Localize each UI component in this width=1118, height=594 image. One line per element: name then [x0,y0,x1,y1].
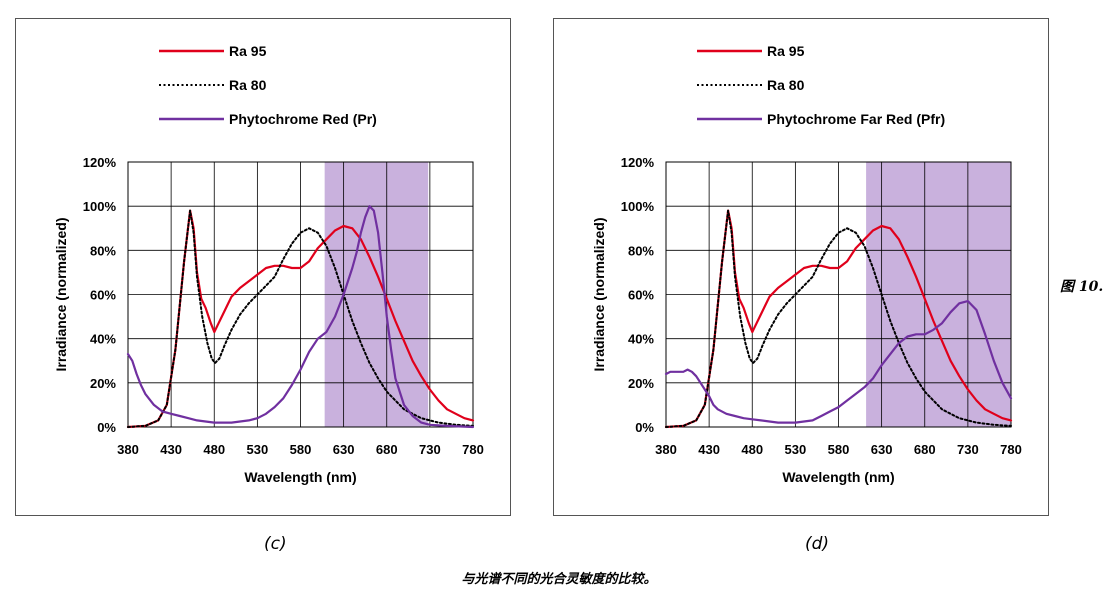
y-tick-label: 0% [635,420,654,435]
plot-frame [665,161,1012,428]
panel-label-c: (c) [264,534,287,554]
y-axis-label: Irradiance (normalized) [591,217,607,371]
series-line-2 [665,209,1012,428]
y-tick-label: 20% [628,376,654,391]
y-axis-label: Irradiance (normalized) [53,217,69,371]
x-tick-label: 380 [655,442,677,457]
panel-label-d: (d) [805,534,830,554]
y-tick-label: 60% [90,288,116,303]
x-tick-label: 780 [462,442,484,457]
x-tick-label: 380 [117,442,139,457]
chart-panel-c: 380 430 480 530 580 630 680 730 780 0% 20% 40% 60% 80… [15,18,511,516]
x-tick-label: 430 [698,442,720,457]
x-tick-label: 730 [957,442,979,457]
x-tick-label: 480 [203,442,225,457]
x-tick-label: 780 [1000,442,1022,457]
x-tick-label: 580 [290,442,312,457]
chart-d-svg: 380 430 480 530 580 630 680 730 780 0% 20% 40% 60% 80… [591,43,1022,485]
legend-label-2: Ra 80 [229,77,267,93]
x-tick-label: 430 [160,442,182,457]
chart-c-svg: 380 430 480 530 580 630 680 730 780 0% 20% 40% 60% 80… [53,43,484,485]
x-tick-label: 630 [333,442,355,457]
y-tick-label: 80% [90,243,116,258]
legend-label-3: Phytochrome Red (Pr) [229,111,377,127]
x-tick-label: 580 [828,442,850,457]
y-tick-label: 100% [621,199,655,214]
legend-label-1: Ra 95 [767,43,805,59]
series-line-3 [126,205,475,429]
series-line-1 [664,209,1013,429]
y-tick-label: 20% [90,376,116,391]
series-line-2 [127,209,474,428]
x-tick-label: 530 [247,442,269,457]
x-axis-label: Wavelength (nm) [244,469,356,485]
x-tick-label: 680 [376,442,398,457]
x-tick-label: 630 [871,442,893,457]
y-tick-label: 120% [83,155,117,170]
y-tick-label: 80% [628,243,654,258]
plot-frame [127,161,474,428]
series-line-3 [664,300,1013,424]
y-tick-label: 40% [628,332,654,347]
x-tick-label: 680 [914,442,936,457]
legend-label-2: Ra 80 [767,77,805,93]
y-tick-label: 40% [90,332,116,347]
chart-panel-d: 380 430 480 530 580 630 680 730 780 0% 20% 40% 60% 80… [553,18,1049,516]
figure-caption: 与光谱不同的光合灵敏度的比较。 [461,572,657,587]
y-tick-label: 0% [97,420,116,435]
x-tick-label: 530 [785,442,807,457]
x-axis-label: Wavelength (nm) [782,469,894,485]
y-tick-label: 100% [83,199,117,214]
series-line-1 [126,209,475,429]
legend-label-3: Phytochrome Far Red (Pfr) [767,111,945,127]
legend-label-1: Ra 95 [229,43,267,59]
y-tick-label: 60% [628,288,654,303]
x-tick-label: 730 [419,442,441,457]
y-tick-label: 120% [621,155,655,170]
x-tick-label: 480 [741,442,763,457]
figure-side-label: 图 10. [1060,279,1104,295]
